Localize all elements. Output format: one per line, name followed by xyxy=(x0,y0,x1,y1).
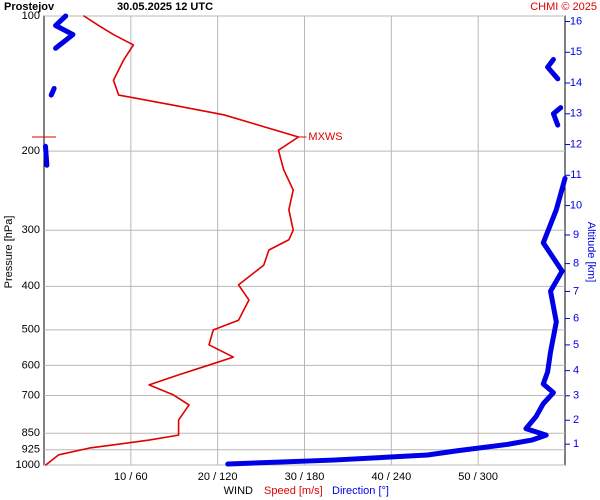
y-tick-label: 400 xyxy=(22,280,40,292)
y2-tick-label: 9 xyxy=(573,229,579,241)
y2-tick-label: 3 xyxy=(573,390,579,402)
direction-line xyxy=(48,85,57,98)
y2-tick-label: 12 xyxy=(570,138,582,150)
x-tick-label: 40 / 240 xyxy=(371,471,411,483)
x-tick-label: 10 / 60 xyxy=(114,471,148,483)
x-tick-label: 50 / 300 xyxy=(458,471,498,483)
y-axis-label: Pressure [hPa] xyxy=(3,216,15,289)
y2-tick-label: 15 xyxy=(570,46,582,58)
y2-tick-label: 10 xyxy=(570,199,582,211)
y2-tick-label: 2 xyxy=(573,414,579,426)
x-axis-label-speed: Speed [m/s] xyxy=(264,485,323,497)
y-tick-label: 850 xyxy=(22,427,40,439)
y-tick-label: 100 xyxy=(22,10,40,22)
y2-tick-label: 7 xyxy=(573,285,579,297)
chart-subtitle: 30.05.2025 12 UTC xyxy=(117,1,213,13)
speed-line xyxy=(44,15,300,466)
y2-tick-label: 16 xyxy=(570,15,582,27)
y-tick-label: 1000 xyxy=(16,459,40,471)
x-tick-label: 20 / 120 xyxy=(198,471,238,483)
y2-tick-label: 1 xyxy=(573,438,579,450)
y2-tick-label: 5 xyxy=(573,339,579,351)
y2-tick-label: 4 xyxy=(573,365,579,377)
direction-line xyxy=(225,175,568,467)
direction-line xyxy=(53,13,76,51)
chart-title: Prostejov xyxy=(4,1,55,13)
direction-line xyxy=(550,105,564,128)
annotation: MXWS xyxy=(308,131,342,143)
x-tick-label: 30 / 180 xyxy=(285,471,325,483)
x-axis-label: WIND xyxy=(224,485,253,497)
x-axis-label-direction: Direction [°] xyxy=(332,485,389,497)
direction-line xyxy=(545,57,561,82)
y-tick-label: 700 xyxy=(22,389,40,401)
y2-tick-label: 6 xyxy=(573,312,579,324)
y2-tick-label: 13 xyxy=(570,108,582,120)
credit: CHMI © 2025 xyxy=(530,1,597,13)
y2-tick-label: 14 xyxy=(570,77,582,89)
direction-line xyxy=(42,143,50,168)
y-tick-label: 200 xyxy=(22,145,40,157)
y2-tick-label: 11 xyxy=(570,169,581,181)
y-tick-label: 925 xyxy=(22,444,40,456)
y-tick-label: 500 xyxy=(22,324,40,336)
y-tick-label: 600 xyxy=(22,359,40,371)
y-tick-label: 300 xyxy=(22,224,40,236)
y2-tick-label: 8 xyxy=(573,258,579,270)
y2-axis-label: Altitude [km] xyxy=(585,222,597,283)
